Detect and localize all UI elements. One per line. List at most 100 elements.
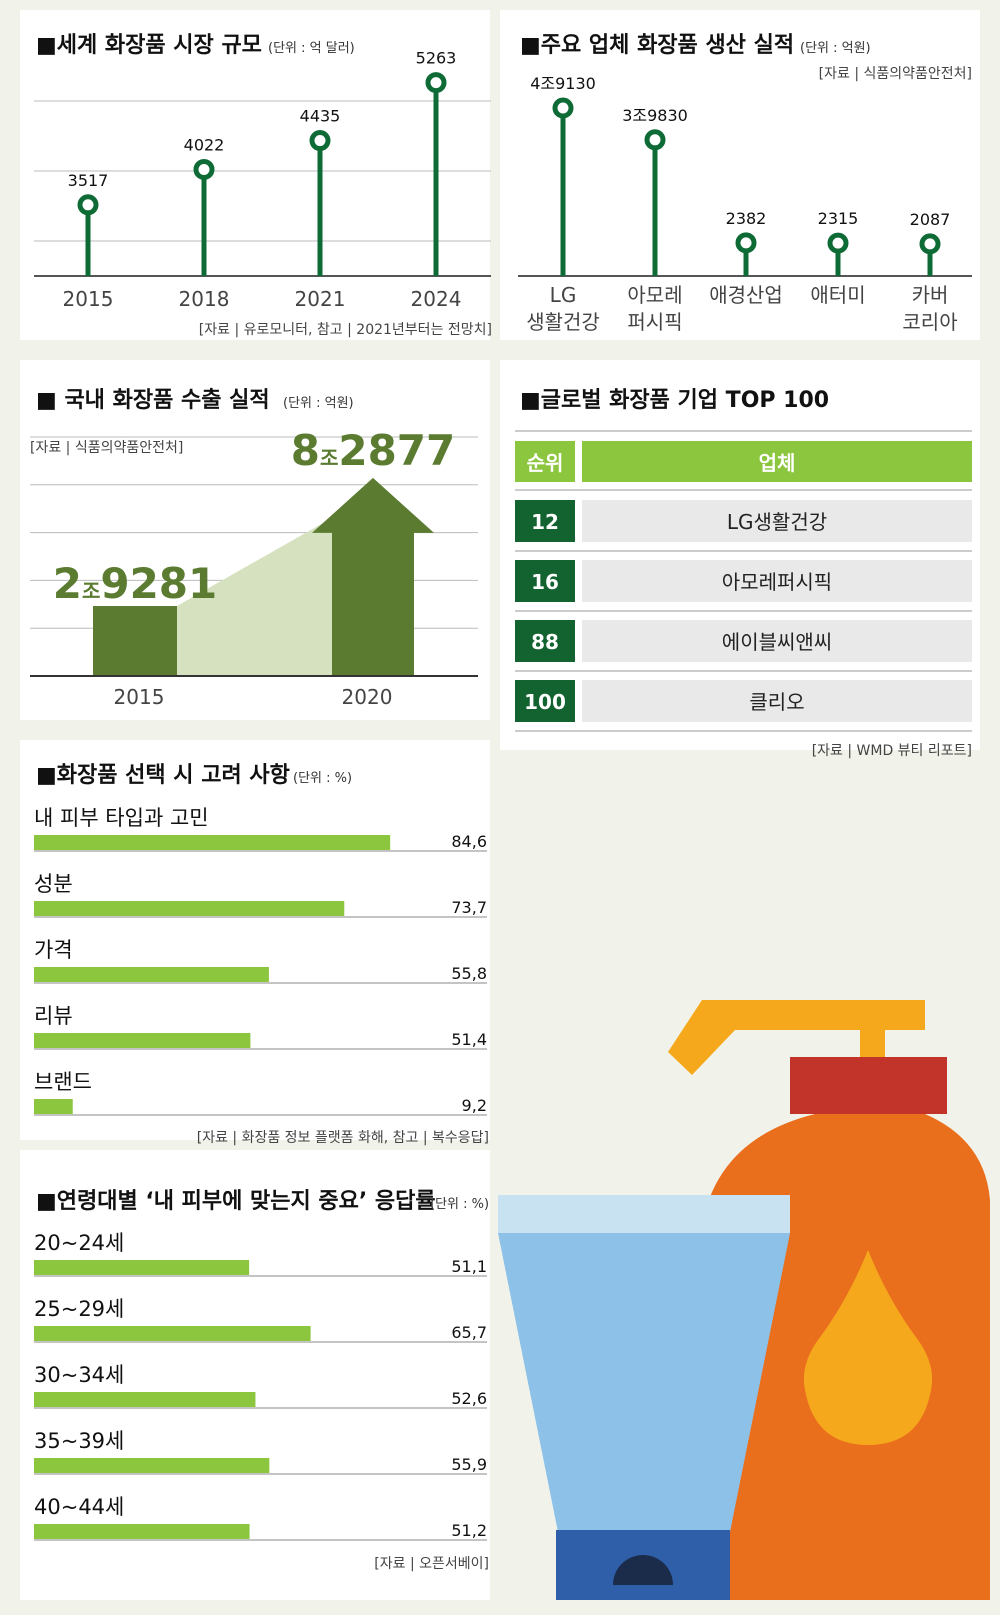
production-x-label: 생활건강 — [526, 310, 600, 334]
export-value-unit: 조 — [320, 446, 338, 470]
company-cell: 아모레퍼시픽 — [722, 570, 832, 594]
factors-category-label: 성분 — [34, 872, 73, 896]
production-x-label: 애터미 — [810, 283, 865, 307]
production-x-label: 애경산업 — [709, 283, 783, 307]
market-x-label: 2015 — [63, 287, 114, 311]
production-value-label: 4조9130 — [530, 74, 596, 93]
factors-value-label: 84,6 — [451, 832, 487, 851]
production-title: ■주요 업체 화장품 생산 실적 — [520, 33, 794, 58]
export-unit: (단위 : 억원) — [283, 396, 354, 411]
factors-category-label: 내 피부 타입과 고민 — [34, 806, 209, 830]
production-x-label: 퍼시픽 — [627, 310, 682, 334]
production-point — [827, 232, 849, 254]
factors-category-label: 리뷰 — [34, 1004, 73, 1028]
production-panel — [500, 10, 980, 340]
age-value-label: 51,1 — [451, 1257, 487, 1276]
tube — [498, 1195, 790, 1600]
production-point — [552, 97, 574, 119]
export-value-unit: 조 — [82, 579, 100, 603]
company-cell: 에이블씨앤씨 — [722, 630, 832, 654]
market-point — [309, 130, 331, 152]
cosmetics-illustration — [498, 1000, 990, 1600]
market-x-label: 2024 — [411, 287, 462, 311]
factors-chart: ■화장품 선택 시 고려 사항 (단위 : %) 내 피부 타입과 고민 84,6… — [34, 763, 489, 1146]
age-bar — [34, 1260, 250, 1275]
oil-drop-icon — [803, 1250, 933, 1445]
export-value-rest: 9281 — [100, 559, 217, 608]
age-category-label: 20~24세 — [34, 1231, 124, 1255]
factors-value-label: 73,7 — [451, 898, 487, 917]
age-unit: (단위 : %) — [430, 1197, 489, 1212]
export-x-label: 2020 — [342, 685, 393, 709]
production-x-label: 아모레 — [627, 283, 682, 307]
company-header-cell — [582, 441, 972, 482]
age-category-label: 40~44세 — [34, 1495, 124, 1519]
age-value-label: 65,7 — [451, 1323, 487, 1342]
market-x-label: 2018 — [179, 287, 230, 311]
production-chart: ■주요 업체 화장품 생산 실적 (단위 : 억원) [자료 | 식품의약품안전… — [518, 33, 972, 334]
export-x-label: 2015 — [114, 685, 165, 709]
factors-marks: 내 피부 타입과 고민 84,6 성분 73,7 가격 55,8 리뷰 51,4 브랜드 9,2 — [34, 806, 487, 1116]
rank-header-cell — [515, 441, 575, 482]
factors-unit: (단위 : %) — [293, 771, 352, 786]
market-title: ■세계 화장품 시장 규모 — [36, 33, 262, 58]
market-x-label: 2021 — [295, 287, 346, 311]
production-value-label: 2087 — [910, 210, 951, 229]
export-growth-band — [177, 517, 332, 676]
production-unit: (단위 : 억원) — [800, 41, 871, 56]
market-chart: ■세계 화장품 시장 규모 (단위 : 억 달러) 3517 2015 4022 20… — [34, 33, 492, 338]
export-value-label: 2조9281 — [53, 559, 218, 608]
production-source: [자료 | 식품의약품안전처] — [819, 66, 972, 82]
age-bar — [34, 1392, 256, 1407]
age-bar — [34, 1524, 250, 1539]
production-x-label: 코리아 — [902, 310, 957, 334]
factors-bar — [34, 835, 391, 850]
age-category-label: 25~29세 — [34, 1297, 124, 1321]
production-point — [644, 129, 666, 151]
export-value-label: 8조2877 — [291, 426, 456, 475]
production-value-label: 2382 — [726, 209, 767, 228]
age-chart: ■연령대별 ‘내 피부에 맞는지 중요’ 응답률 (단위 : %) 20~24세… — [34, 1189, 489, 1572]
market-point — [77, 194, 99, 216]
company-header: 업체 — [759, 451, 796, 475]
factors-category-label: 브랜드 — [34, 1070, 92, 1094]
age-value-label: 52,6 — [451, 1389, 487, 1408]
market-unit: (단위 : 억 달러) — [268, 41, 355, 56]
age-category-label: 30~34세 — [34, 1363, 124, 1387]
production-point — [735, 232, 757, 254]
table-row: 12 LG생활건강 — [515, 500, 972, 542]
factors-source: [자료 | 화장품 정보 플랫폼 화해, 참고 | 복수응답] — [197, 1130, 489, 1146]
top100-title: ■글로벌 화장품 기업 TOP 100 — [520, 388, 829, 413]
factors-title: ■화장품 선택 시 고려 사항 — [36, 763, 290, 788]
factors-value-label: 51,4 — [451, 1030, 487, 1049]
age-bar — [34, 1326, 311, 1341]
production-point — [919, 233, 941, 255]
export-value-jo: 2 — [53, 559, 82, 608]
rank-cell: 100 — [524, 690, 566, 714]
factors-bar — [34, 1033, 251, 1048]
rank-cell: 88 — [531, 630, 559, 654]
export-value-jo: 8 — [291, 426, 320, 475]
top100-table: ■글로벌 화장품 기업 TOP 100 순위 업체 12 LG생활건강 16 아… — [515, 388, 972, 759]
market-marks: 3517 2015 4022 2018 4435 2021 5263 2024 — [63, 49, 462, 311]
market-value-label: 5263 — [416, 49, 457, 68]
factors-bar — [34, 967, 269, 982]
top100-source: [자료 | WMD 뷰티 리포트] — [812, 743, 972, 759]
production-value-label: 2315 — [818, 209, 859, 228]
rank-header: 순위 — [527, 451, 564, 475]
company-cell: LG생활건강 — [727, 510, 827, 534]
market-panel — [20, 10, 490, 340]
factors-panel — [20, 740, 490, 1140]
age-source: [자료 | 오픈서베이] — [374, 1556, 489, 1572]
market-value-label: 4022 — [184, 135, 225, 154]
export-title: ■ 국내 화장품 수출 실적 — [36, 388, 270, 413]
company-cell: 클리오 — [749, 690, 804, 714]
factors-category-label: 가격 — [34, 938, 73, 962]
export-bar — [93, 606, 177, 676]
market-point — [425, 72, 447, 94]
table-row: 88 에이블씨앤씨 — [515, 620, 972, 662]
market-source: [자료 | 유로모니터, 참고 | 2021년부터는 전망치] — [199, 322, 492, 338]
table-row: 16 아모레퍼시픽 — [515, 560, 972, 602]
market-value-label: 3517 — [68, 171, 109, 190]
